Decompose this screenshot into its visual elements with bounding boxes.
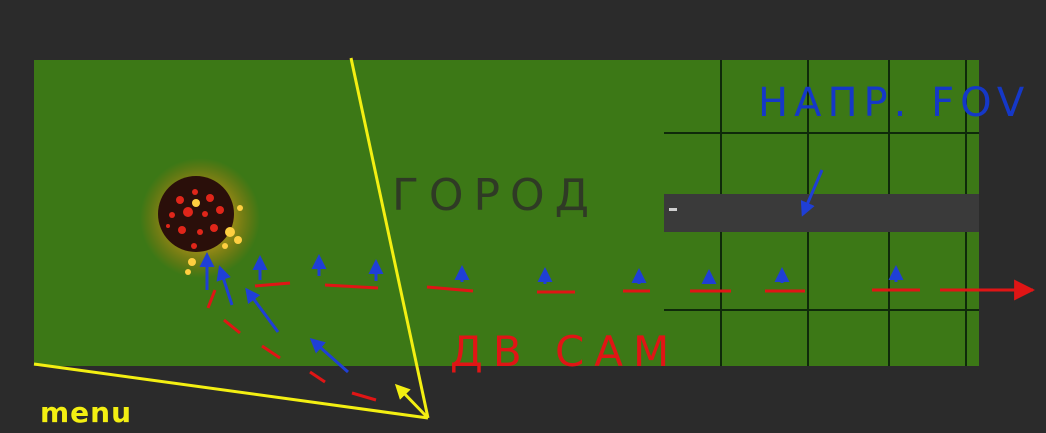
meteor — [140, 158, 260, 278]
menu-pointer-arrow — [394, 383, 430, 420]
fov-pointer-arrow — [800, 169, 824, 217]
menu-label: menu — [40, 396, 132, 429]
meteor-lava-spots — [166, 189, 224, 249]
road-marker — [669, 208, 677, 211]
cam-label: ДВ САМ — [450, 327, 679, 376]
fov-label: НАПР. FOV — [758, 80, 1030, 126]
meteor-flames — [185, 199, 243, 275]
burning-meteor-icon — [158, 176, 234, 252]
road-strip — [664, 194, 979, 232]
menu-wedge — [33, 57, 430, 420]
city-label: ГОРОД — [392, 170, 599, 221]
camera-path — [206, 279, 1036, 402]
fov-arrows — [199, 169, 904, 374]
